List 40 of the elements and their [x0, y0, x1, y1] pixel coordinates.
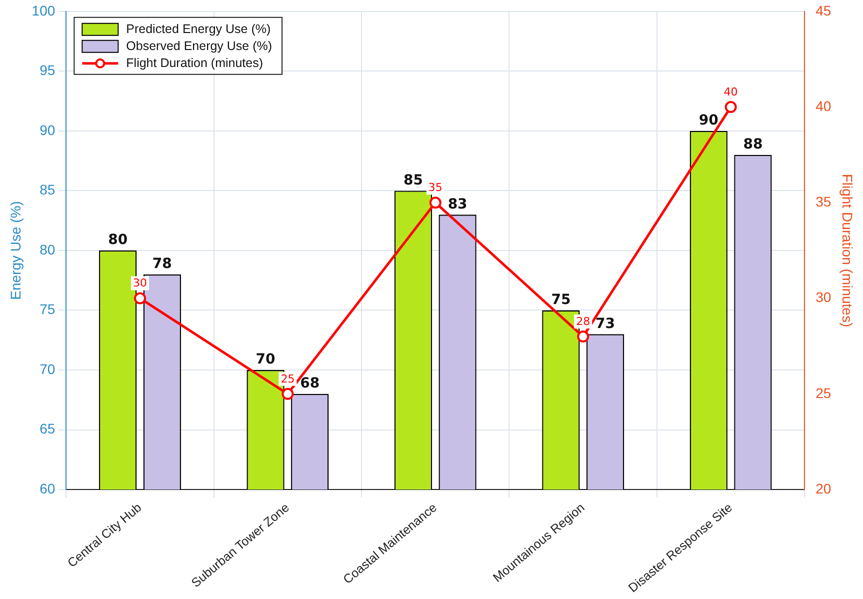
y-tick-label: 65	[40, 420, 56, 437]
data-label: 73	[596, 316, 615, 332]
legend-label: Flight Duration (minutes)	[126, 56, 264, 70]
point	[282, 388, 294, 400]
data-label: 75	[551, 292, 571, 308]
y-tick-label: 75	[40, 301, 56, 318]
y-tick-label: 85	[40, 182, 56, 198]
data-label: 80	[108, 232, 128, 248]
y2-tick-label: 45	[816, 2, 832, 18]
y-tick-label: 90	[40, 122, 56, 138]
point	[429, 196, 442, 209]
legend-label: Observed Energy Use (%)	[126, 38, 272, 53]
y-tick-label: 95	[40, 62, 56, 78]
point	[577, 330, 590, 343]
data-label: 83	[448, 196, 468, 212]
y-tick-label: 70	[40, 360, 56, 377]
data-label: 25	[280, 372, 295, 386]
y-tick-label: 100	[32, 2, 56, 18]
data-label: 30	[133, 276, 148, 290]
y2-tick-label: 40	[816, 98, 832, 114]
y2-tick-label: 35	[816, 194, 832, 210]
y-axis-title: Energy Use (%)	[7, 201, 24, 300]
data-label: 68	[300, 376, 320, 392]
data-label: 88	[743, 136, 763, 152]
data-label: 40	[724, 85, 738, 98]
y-tick-label: 60	[40, 480, 56, 496]
data-label: 90	[698, 112, 719, 129]
data-label: 78	[152, 256, 172, 272]
data-label: 85	[403, 172, 423, 188]
y2-tick-label: 25	[816, 384, 832, 401]
data-label: 35	[428, 181, 442, 194]
y2-tick-label: 30	[816, 289, 832, 306]
point	[724, 101, 737, 114]
y2-axis-title: Flight Duration (minutes)	[840, 174, 856, 328]
y2-tick-label: 20	[816, 480, 832, 496]
y-tick-label: 80	[40, 241, 56, 258]
legend-label: Predicted Energy Use (%)	[126, 22, 271, 36]
data-label: 70	[256, 352, 276, 368]
data-label: 28	[576, 314, 590, 328]
point	[134, 292, 146, 304]
